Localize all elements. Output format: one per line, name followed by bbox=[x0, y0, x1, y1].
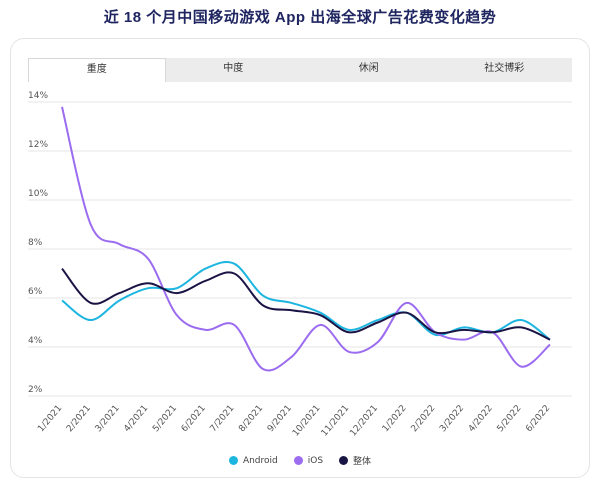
legend-marker-android bbox=[228, 456, 238, 465]
series-line-ios bbox=[61, 106, 551, 372]
y-tick-label: 10% bbox=[28, 189, 48, 199]
chart-title: 近 18 个月中国移动游戏 App 出海全球广告花费变化趋势 bbox=[103, 9, 497, 26]
x-tick-label: 6/2022 bbox=[524, 404, 552, 435]
x-tick-label: 12/2021 bbox=[348, 404, 380, 439]
y-tick-labels: 2% 4% 6% 8% 10% 12% 14% bbox=[28, 91, 48, 395]
x-tick-labels: 1/2021 2/2021 3/2021 4/2021 5/2021 6/2021 7/20… bbox=[36, 404, 552, 439]
x-tick-label: 11/2021 bbox=[320, 404, 352, 439]
y-tick-label: 6% bbox=[28, 287, 43, 297]
legend-item-android[interactable]: Android bbox=[228, 454, 278, 467]
x-tick-label: 2/2021 bbox=[65, 404, 93, 435]
tab-casual[interactable]: 休闲 bbox=[358, 63, 379, 74]
x-tick-label: 10/2021 bbox=[291, 404, 323, 439]
legend-item-overall[interactable]: 整体 bbox=[339, 454, 371, 467]
x-tick-label: 6/2021 bbox=[180, 404, 208, 435]
tab-social-casino[interactable]: 社交博彩 bbox=[484, 63, 525, 74]
legend-marker-overall bbox=[339, 456, 349, 465]
tab-heavy[interactable]: 重度 bbox=[28, 58, 166, 82]
legend-item-ios[interactable]: iOS bbox=[293, 454, 324, 467]
series-line-android bbox=[61, 260, 551, 341]
x-tick-label: 1/2022 bbox=[381, 404, 409, 435]
tab-medium[interactable]: 中度 bbox=[223, 63, 244, 74]
chart-legend: Android iOS 整体 bbox=[0, 454, 600, 467]
legend-label-android: Android bbox=[242, 455, 278, 466]
x-tick-label: 3/2021 bbox=[94, 404, 122, 435]
x-tick-label: 7/2021 bbox=[209, 404, 237, 435]
chart-card bbox=[10, 38, 590, 478]
x-tick-label: 5/2022 bbox=[496, 404, 524, 435]
y-tick-label: 4% bbox=[28, 336, 43, 346]
series-lines bbox=[61, 106, 551, 372]
x-tick-label: 9/2021 bbox=[266, 404, 294, 435]
legend-marker-ios bbox=[293, 456, 303, 465]
y-tick-label: 12% bbox=[28, 140, 48, 150]
y-tick-label: 8% bbox=[28, 238, 43, 248]
x-tick-label: 2/2022 bbox=[409, 404, 437, 435]
series-line-overall bbox=[61, 267, 551, 341]
y-tick-label: 14% bbox=[28, 91, 48, 101]
x-tick-label: 8/2021 bbox=[237, 404, 265, 435]
x-tick-label: 5/2021 bbox=[151, 404, 179, 435]
y-tick-label: 2% bbox=[28, 385, 43, 395]
x-tick-label: 1/2021 bbox=[36, 404, 64, 435]
legend-label-overall: 整体 bbox=[353, 457, 372, 467]
x-tick-label: 4/2022 bbox=[467, 404, 495, 435]
legend-label-ios: iOS bbox=[307, 455, 324, 466]
category-tabs: 重度 中度 休闲 社交博彩 bbox=[28, 58, 572, 82]
x-tick-label: 3/2022 bbox=[438, 404, 466, 435]
x-tick-label: 4/2021 bbox=[122, 404, 150, 435]
grid-lines bbox=[28, 101, 572, 397]
